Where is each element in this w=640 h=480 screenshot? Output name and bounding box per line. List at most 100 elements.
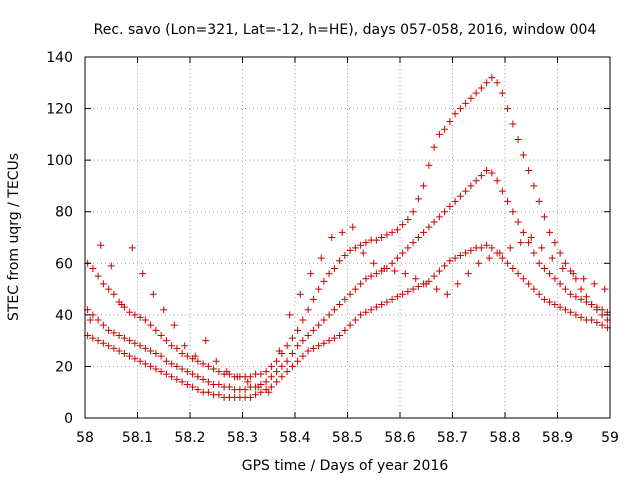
data-point-marker xyxy=(244,378,252,386)
data-point-marker xyxy=(546,270,554,278)
data-point-marker xyxy=(399,221,407,229)
data-point-marker xyxy=(341,295,349,303)
data-point-marker xyxy=(577,285,585,293)
data-point-marker xyxy=(94,316,102,324)
x-tick-label: 58.1 xyxy=(122,430,153,446)
data-point-marker xyxy=(194,357,202,365)
y-tick-label: 80 xyxy=(55,205,73,221)
data-point-marker xyxy=(204,362,212,370)
data-point-marker xyxy=(99,321,107,329)
data-point-marker xyxy=(204,378,212,386)
data-point-marker xyxy=(325,337,333,345)
data-point-marker xyxy=(388,228,396,236)
data-point-marker xyxy=(506,244,514,252)
data-point-marker xyxy=(477,172,485,180)
data-point-marker xyxy=(152,326,160,334)
data-point-marker xyxy=(454,280,462,288)
data-point-marker xyxy=(105,342,113,350)
data-point-marker xyxy=(420,228,428,236)
data-point-marker xyxy=(86,316,94,324)
data-point-marker xyxy=(530,249,538,257)
data-point-marker xyxy=(483,241,491,249)
data-point-marker xyxy=(467,246,475,254)
data-point-marker xyxy=(378,234,386,241)
data-point-marker xyxy=(296,290,304,298)
data-point-marker xyxy=(97,241,105,249)
data-point-marker xyxy=(464,270,472,278)
data-point-marker xyxy=(527,234,535,241)
data-point-marker xyxy=(136,342,144,350)
data-point-marker xyxy=(115,331,123,339)
data-point-marker xyxy=(441,208,449,216)
data-point-marker xyxy=(514,270,522,278)
data-point-marker xyxy=(254,383,262,391)
data-point-marker xyxy=(330,306,338,314)
data-point-marker xyxy=(215,380,223,388)
data-point-marker xyxy=(141,360,149,368)
data-point-marker xyxy=(399,290,407,298)
y-tick-labels: 0 20 40 60 80 100 120 140 xyxy=(46,50,73,427)
data-point-marker xyxy=(430,272,438,280)
data-point-marker xyxy=(456,252,464,260)
grid-lines xyxy=(85,57,610,418)
data-point-marker xyxy=(393,226,401,234)
data-point-marker xyxy=(265,388,273,396)
y-tick-label: 140 xyxy=(46,50,73,66)
x-tick-label: 58.8 xyxy=(489,430,520,446)
data-point-marker xyxy=(89,264,97,272)
data-point-marker xyxy=(435,267,443,275)
data-point-marker xyxy=(160,306,168,314)
data-point-marker xyxy=(294,326,302,334)
data-point-marker xyxy=(336,257,344,265)
data-point-marker xyxy=(504,197,512,205)
data-point-marker xyxy=(404,215,412,223)
data-point-marker xyxy=(189,370,197,378)
data-point-marker xyxy=(399,249,407,257)
data-point-marker xyxy=(446,203,454,211)
data-point-marker xyxy=(425,223,433,231)
data-point-marker xyxy=(462,249,470,257)
data-point-marker xyxy=(572,311,580,319)
data-point-marker xyxy=(540,213,548,221)
y-tick-label: 120 xyxy=(46,102,73,118)
data-point-marker xyxy=(404,244,412,252)
data-point-marker xyxy=(309,326,317,334)
data-point-marker xyxy=(401,270,409,278)
data-point-marker xyxy=(173,344,181,352)
data-point-marker xyxy=(294,342,302,350)
data-point-marker xyxy=(601,285,609,293)
data-point-marker xyxy=(126,337,134,345)
data-point-marker xyxy=(320,277,328,285)
data-point-marker xyxy=(488,74,496,82)
data-point-marker xyxy=(509,264,517,272)
x-tick-label: 58.3 xyxy=(227,430,258,446)
data-point-marker xyxy=(99,280,107,288)
data-point-marker xyxy=(141,344,149,352)
data-point-marker xyxy=(467,94,475,102)
data-point-marker xyxy=(456,105,464,113)
data-point-marker xyxy=(588,316,596,324)
data-point-marker xyxy=(288,350,296,358)
data-point-marker xyxy=(548,254,556,262)
data-point-marker xyxy=(451,197,459,205)
data-point-marker xyxy=(485,254,493,262)
data-point-marker xyxy=(257,370,265,378)
data-point-marker xyxy=(472,89,480,97)
data-point-marker xyxy=(136,357,144,365)
data-point-marker xyxy=(380,264,388,272)
data-point-marker xyxy=(328,234,336,241)
data-point-marker xyxy=(183,368,191,376)
data-point-marker xyxy=(330,334,338,342)
data-point-marker xyxy=(168,360,176,368)
data-point-marker xyxy=(89,334,97,342)
data-point-marker xyxy=(283,357,291,365)
data-point-marker xyxy=(233,373,241,381)
data-point-marker xyxy=(546,298,554,306)
data-point-marker xyxy=(493,79,501,87)
data-point-marker xyxy=(422,280,430,288)
data-point-marker xyxy=(519,228,527,236)
data-point-marker xyxy=(409,208,417,216)
data-point-marker xyxy=(551,239,559,247)
data-point-marker xyxy=(372,236,380,244)
data-point-marker xyxy=(304,347,312,355)
